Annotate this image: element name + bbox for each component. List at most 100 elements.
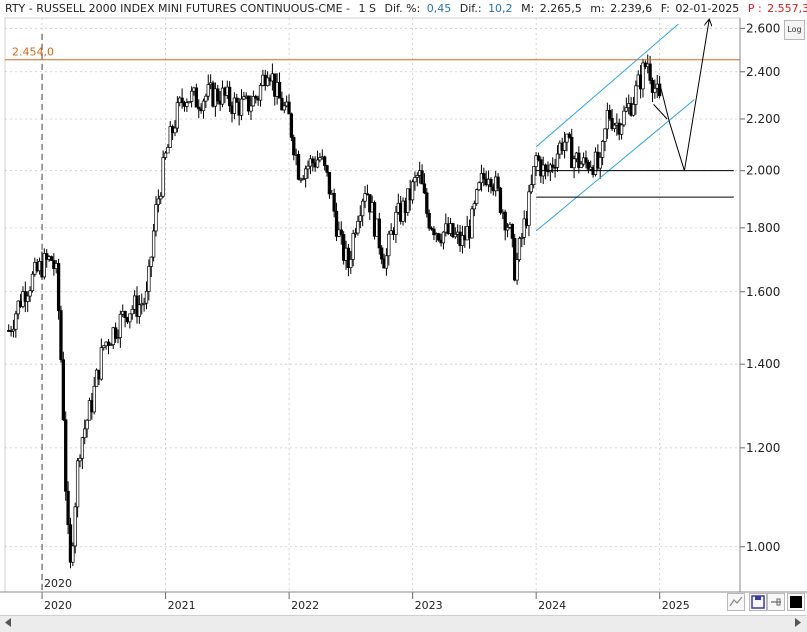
diff-value: 10,2 (488, 2, 513, 15)
candle-body (296, 154, 301, 180)
x-tick-label: 2020 (44, 599, 72, 612)
candle-body (536, 155, 541, 161)
candle-body (429, 227, 434, 230)
candle-body (631, 104, 636, 116)
candle-body (562, 141, 567, 151)
candle-body (156, 198, 161, 205)
candle-body (353, 232, 358, 235)
candle-body (242, 96, 246, 100)
candle-body (608, 110, 612, 119)
candle-body (425, 192, 429, 214)
candle-body (584, 157, 588, 163)
candle-body (603, 128, 607, 142)
x-tick-label: 2024 (538, 599, 566, 612)
candles (7, 54, 662, 569)
date-value: 02-01-2025 (675, 2, 740, 15)
candle-body (489, 178, 493, 188)
candle-body (106, 341, 111, 346)
y-tick-label: 1.000 (746, 540, 780, 554)
candle-body (475, 189, 479, 204)
candle-body (282, 105, 286, 111)
candle-body (61, 359, 65, 421)
date-label: F: (660, 2, 670, 15)
candle-body (232, 97, 237, 114)
pin-icon (771, 598, 781, 606)
x-tick-label: 2021 (168, 599, 196, 612)
projection-arrow[interactable] (659, 20, 709, 171)
candle-body (258, 85, 263, 101)
save-button[interactable] (749, 593, 767, 611)
candle-body (204, 95, 208, 102)
candle-body (304, 168, 308, 179)
candle-body (394, 211, 398, 235)
projection-short-line[interactable] (653, 104, 668, 120)
candle-body (149, 256, 153, 267)
x-tick-label: 2022 (291, 599, 319, 612)
candle-body (64, 419, 68, 492)
candle-body (163, 152, 168, 158)
scroll-left-icon[interactable] (1, 615, 15, 630)
x-tick-label: 2023 (415, 599, 443, 612)
pin-button[interactable] (767, 593, 785, 611)
candle-body (175, 102, 180, 129)
candle-body (482, 173, 486, 180)
candle-body (161, 157, 165, 197)
candle-body (579, 163, 583, 168)
scroll-right-icon[interactable] (791, 615, 805, 630)
candle-body (216, 88, 220, 102)
candle-body (460, 235, 465, 246)
y-tick-label: 2.600 (746, 21, 780, 35)
candle-body (496, 176, 500, 189)
candle-body (113, 327, 118, 339)
candle-body (567, 133, 571, 138)
candle-body (586, 161, 590, 170)
min-label: m: (590, 2, 605, 15)
candle-body (323, 156, 327, 166)
candle-body (206, 84, 210, 97)
candle-body (527, 191, 531, 226)
candle-body (251, 96, 256, 107)
candle-body (280, 97, 284, 111)
candle-body (349, 259, 353, 268)
candle-body (42, 253, 46, 278)
candle-body (520, 237, 524, 239)
candle-body (622, 110, 626, 126)
channel-upper-line[interactable] (535, 23, 679, 148)
candle-body (441, 231, 446, 244)
chart-style-button[interactable] (727, 593, 745, 611)
candle-body (189, 90, 194, 102)
candle-body (641, 62, 645, 90)
candle-body (201, 100, 206, 112)
candle-body (66, 490, 70, 526)
candle-body (220, 87, 225, 105)
candle-body (56, 263, 61, 311)
candle-body (118, 313, 123, 338)
save-icon (751, 595, 765, 609)
candle-body (422, 183, 427, 194)
candle-body (142, 302, 146, 305)
candle-body (361, 200, 365, 217)
candle-body (130, 308, 134, 315)
candle-body (147, 266, 151, 292)
candle-body (437, 233, 441, 241)
candle-body (503, 211, 507, 231)
candle-body (85, 419, 89, 430)
candle-body (332, 193, 336, 212)
color-swatch-button[interactable] (787, 593, 805, 611)
pct-label: Dif. %: (384, 2, 421, 15)
x-tick-label: 2025 (662, 599, 690, 612)
candle-body (387, 233, 391, 257)
candle-body (49, 256, 54, 261)
candle-body (83, 428, 87, 439)
channel-lower-line[interactable] (535, 99, 695, 232)
candle-body (346, 247, 351, 268)
candle-body (551, 164, 555, 168)
horizontal-scrollbar[interactable] (0, 615, 807, 632)
date-marker-label: 2020 (44, 577, 72, 590)
drawings[interactable]: 2.454,0 (5, 20, 740, 232)
log-scale-button[interactable]: Log (784, 20, 805, 40)
candle-body (577, 152, 581, 168)
candle-body (154, 204, 158, 232)
